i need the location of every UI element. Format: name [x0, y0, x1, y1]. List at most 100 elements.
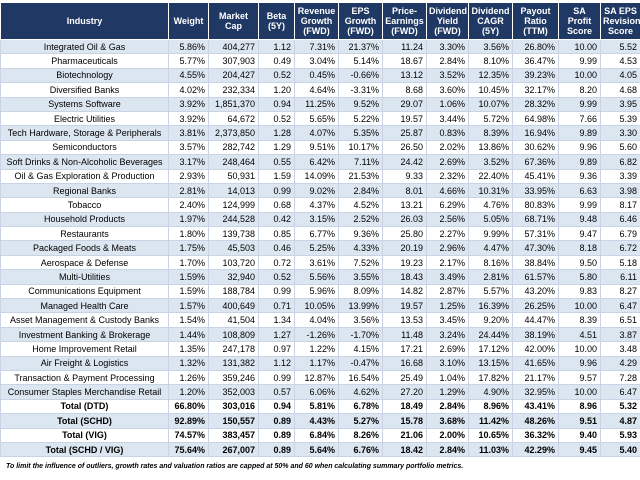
cell: 3.10%	[426, 355, 469, 371]
cell: 1.97%	[168, 211, 209, 228]
cell: 103,720	[208, 254, 259, 271]
cell: 1.29%	[426, 384, 469, 400]
row-label: Consumer Staples Merchandise Retail	[0, 384, 169, 400]
cell: 3.52%	[468, 154, 513, 170]
cell: 8.01	[382, 182, 427, 199]
cell: 0.49	[258, 53, 295, 69]
cell: 67.36%	[512, 154, 559, 170]
cell: 3.15%	[294, 211, 339, 228]
cell: 4.37%	[294, 197, 339, 213]
row-label: Total (DTD)	[0, 398, 169, 415]
cell: 204,427	[208, 67, 259, 84]
cell: 1.59%	[168, 269, 209, 285]
cell: 32.17%	[512, 82, 559, 98]
cell: 5.93	[600, 427, 640, 443]
cell: 2.17%	[426, 254, 469, 271]
cell: 4.02%	[168, 82, 209, 98]
cell: 6.42%	[294, 154, 339, 170]
table-row: Household Products 1.97% 244,528 0.42 3.15% 2…	[0, 211, 640, 228]
cell: 6.47	[600, 384, 640, 400]
cell: 3.87	[600, 326, 640, 343]
cell: 5.81%	[294, 398, 339, 415]
cell: 282,742	[208, 139, 259, 156]
column-header: Payout Ratio (TTM)	[512, 2, 559, 40]
cell: 0.57	[258, 384, 295, 400]
cell: 6.29%	[426, 197, 469, 213]
cell: 10.17%	[338, 139, 383, 156]
cell: 3.81%	[168, 125, 209, 141]
cell: 12.35%	[468, 67, 513, 84]
cell: 32.95%	[512, 384, 559, 400]
cell: 8.39%	[468, 125, 513, 141]
cell: 9.48	[558, 211, 601, 228]
cell: 8.96%	[468, 398, 513, 415]
cell: 9.99	[558, 53, 601, 69]
cell: 5.39	[600, 110, 640, 127]
row-label: Biotechnology	[0, 67, 169, 84]
table-row: Oil & Gas Exploration & Production 2.93% 5…	[0, 168, 640, 184]
cell: 47.30%	[512, 240, 559, 256]
cell: 5.96%	[294, 283, 339, 300]
cell: 9.57	[558, 369, 601, 386]
cell: 5.57%	[468, 283, 513, 300]
cell: 9.40	[558, 427, 601, 443]
cell: 17.21	[382, 341, 427, 357]
table-row: Integrated Oil & Gas 5.86% 404,277 1.12 7.31…	[0, 38, 640, 55]
cell: 383,457	[208, 427, 259, 443]
column-header: Industry	[0, 2, 169, 40]
cell: 6.84%	[294, 427, 339, 443]
cell: 8.39	[558, 312, 601, 328]
cell: 0.89	[258, 441, 295, 458]
cell: 2.87%	[426, 283, 469, 300]
cell: 0.55	[258, 154, 295, 170]
cell: 3.60%	[426, 82, 469, 98]
row-label: Tech Hardware, Storage & Peripherals	[0, 125, 169, 141]
cell: 0.52	[258, 67, 295, 84]
cell: 6.78%	[338, 398, 383, 415]
table-row: Tech Hardware, Storage & Peripherals 3.81…	[0, 125, 640, 141]
cell: 1.17%	[294, 355, 339, 371]
cell: 32,940	[208, 269, 259, 285]
cell: 18.42	[382, 441, 427, 458]
cell: 9.47	[558, 226, 601, 242]
row-label: Total (VIG)	[0, 427, 169, 443]
table-row: Pharmaceuticals 5.77% 307,903 0.49 3.04% 5.14…	[0, 53, 640, 69]
cell: 4.55%	[168, 67, 209, 84]
cell: 0.99	[258, 369, 295, 386]
cell: 9.99	[558, 197, 601, 213]
cell: 0.99	[258, 283, 295, 300]
cell: 41,504	[208, 312, 259, 328]
cell: 68.71%	[512, 211, 559, 228]
cell: 6.06%	[294, 384, 339, 400]
cell: 0.85	[258, 226, 295, 242]
cell: 3.04%	[294, 53, 339, 69]
table-row: Electric Utilities 3.92% 64,672 0.52 5.65% 5.…	[0, 110, 640, 127]
cell: 5.80	[558, 269, 601, 285]
cell: 248,464	[208, 154, 259, 170]
row-label: Investment Banking & Brokerage	[0, 326, 169, 343]
table-row: Asset Management & Custody Banks 1.54% 41,…	[0, 312, 640, 328]
column-header: Dividend CAGR (5Y)	[468, 2, 513, 40]
cell: 9.20%	[468, 312, 513, 328]
table-row: Soft Drinks & Non-Alcoholic Beverages 3.1…	[0, 154, 640, 170]
cell: 3.56%	[338, 312, 383, 328]
cell: 57.31%	[512, 226, 559, 242]
cell: 3.68%	[426, 413, 469, 429]
cell: 64,672	[208, 110, 259, 127]
cell: 9.83	[558, 283, 601, 300]
table-body: Integrated Oil & Gas 5.86% 404,277 1.12 7.31…	[0, 38, 640, 458]
cell: 6.79	[600, 226, 640, 242]
cell: 1.20%	[168, 384, 209, 400]
cell: -0.47%	[338, 355, 383, 371]
cell: 3.30%	[426, 38, 469, 55]
row-label: Oil & Gas Exploration & Production	[0, 168, 169, 184]
row-label: Transaction & Payment Processing	[0, 369, 169, 386]
cell: 5.35%	[338, 125, 383, 141]
row-label: Asset Management & Custody Banks	[0, 312, 169, 328]
cell: 1.44%	[168, 326, 209, 343]
cell: 24.42	[382, 154, 427, 170]
cell: 0.45%	[294, 67, 339, 84]
cell: 36.32%	[512, 427, 559, 443]
cell: 42.00%	[512, 341, 559, 357]
cell: 43.20%	[512, 283, 559, 300]
